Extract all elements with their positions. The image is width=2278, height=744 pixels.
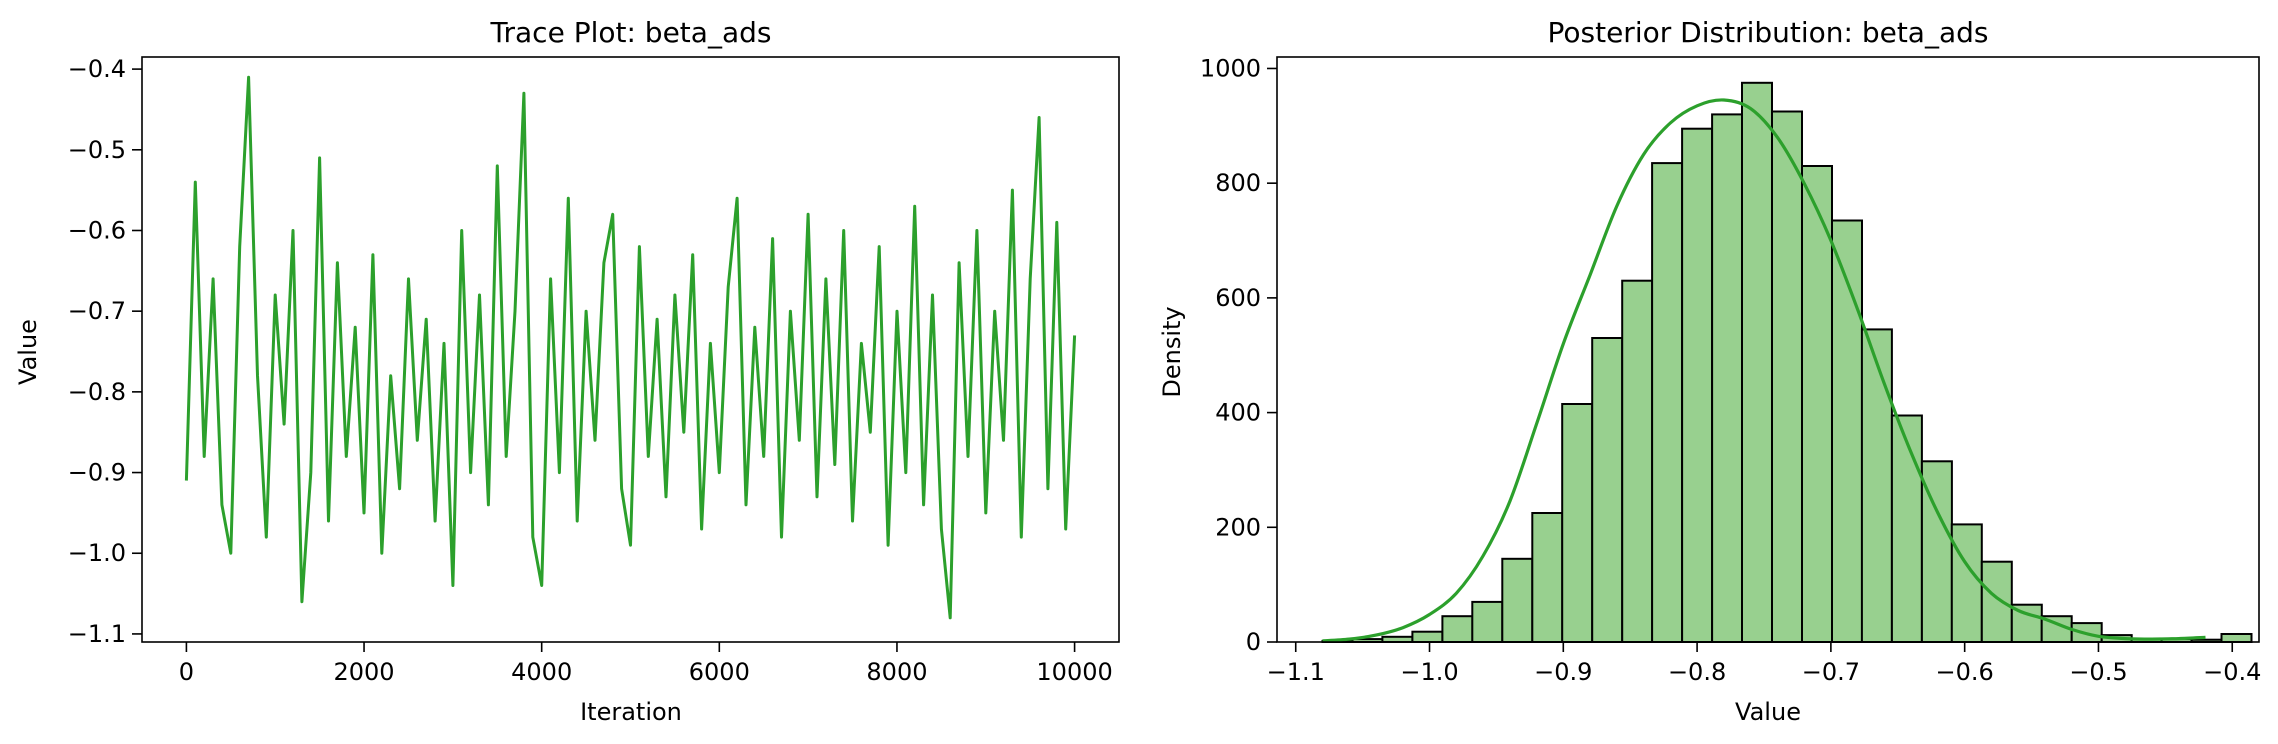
histogram-title: Posterior Distribution: beta_ads [1548, 16, 1989, 49]
trace-y-axis-label: Value [14, 319, 42, 385]
histogram-bar [1860, 328, 1893, 643]
trace-y-tick-label: −0.9 [68, 459, 126, 487]
trace-x-tick-label: 8000 [866, 658, 927, 686]
histogram-bar [2220, 633, 2253, 643]
trace-x-tick-label: 4000 [511, 658, 572, 686]
histogram-x-tick-label: −0.8 [1668, 658, 1726, 686]
trace-y-tick-label: −1.0 [68, 539, 126, 567]
histogram-bar [1980, 560, 2013, 644]
histogram-bar [1711, 113, 1744, 643]
trace-y-tick-label: −0.8 [68, 378, 126, 406]
trace-x-tick-label: 10000 [1036, 658, 1112, 686]
histogram-x-tick-label: −1.0 [1400, 658, 1458, 686]
histogram-bar [1741, 81, 1773, 644]
histogram-x-tick-label: −1.1 [1267, 658, 1325, 686]
histogram-x-tick-label: −0.5 [2069, 658, 2127, 686]
histogram-bar [1771, 110, 1803, 643]
trace-x-axis-label: Iteration [580, 698, 682, 726]
histogram-bar [1890, 414, 1923, 643]
trace-plot-area [184, 75, 1077, 620]
trace-y-tick-label: −0.5 [68, 136, 126, 164]
trace-x-tick-label: 6000 [689, 658, 750, 686]
trace-x-ticks: 0 2000 4000 6000 8000 10000 [179, 642, 1113, 686]
histogram-bar [1591, 337, 1624, 643]
trace-plot: Trace Plot: beta_ads Iteration Value 0 20… [14, 16, 1120, 726]
histogram-bar [1681, 127, 1714, 643]
histogram-bar [1441, 615, 1474, 644]
histogram-x-tick-label: −0.7 [1802, 658, 1860, 686]
histogram-bar [1801, 165, 1833, 643]
histogram-y-tick-label: 1000 [1200, 54, 1261, 82]
trace-plot-title: Trace Plot: beta_ads [490, 16, 772, 49]
histogram-y-axis-label: Density [1158, 306, 1186, 397]
trace-y-tick-label: −1.1 [68, 620, 126, 648]
histogram-bar [1561, 403, 1594, 643]
trace-x-tick-label: 0 [179, 658, 194, 686]
histogram-bar [1950, 523, 1983, 644]
histogram-bar [1471, 600, 1504, 644]
trace-x-tick-label: 2000 [334, 658, 395, 686]
trace-axes-frame [141, 56, 1120, 643]
histogram-y-tick-label: 400 [1215, 399, 1261, 427]
kde-curve [1322, 98, 2206, 643]
trace-y-ticks: −1.1 −1.0 −0.9 −0.8 −0.7 −0.6 −0.5 −0.4 [68, 55, 142, 648]
trace-line [184, 75, 1077, 620]
posterior-histogram: Posterior Distribution: beta_ads Value D… [1158, 16, 2261, 726]
histogram-x-axis-label: Value [1735, 698, 1801, 726]
histogram-y-tick-label: 800 [1215, 169, 1261, 197]
histogram-bar [1531, 512, 1564, 643]
kde-curve-group [1322, 98, 2206, 643]
histogram-axes-frame [1276, 56, 2260, 643]
histogram-x-tick-label: −0.4 [2203, 658, 2261, 686]
histogram-x-tick-label: −0.6 [1936, 658, 1994, 686]
trace-y-tick-label: −0.7 [68, 297, 126, 325]
histogram-bars [1321, 81, 2253, 644]
histogram-y-tick-label: 0 [1246, 628, 1261, 656]
histogram-x-tick-label: −0.9 [1534, 658, 1592, 686]
trace-y-tick-label: −0.6 [68, 216, 126, 244]
histogram-bar [1651, 162, 1684, 643]
histogram-y-tick-label: 600 [1215, 284, 1261, 312]
histogram-y-tick-label: 200 [1215, 513, 1261, 541]
trace-y-tick-label: −0.4 [68, 55, 126, 83]
histogram-bar [1411, 630, 1444, 644]
histogram-bar [1621, 279, 1654, 643]
histogram-y-ticks: 0 200 400 600 800 1000 [1200, 54, 1277, 656]
histogram-x-ticks: −1.1 −1.0 −0.9 −0.8 −0.7 −0.6 −0.5 −0.4 [1267, 642, 2261, 686]
histogram-bar [1501, 557, 1534, 643]
